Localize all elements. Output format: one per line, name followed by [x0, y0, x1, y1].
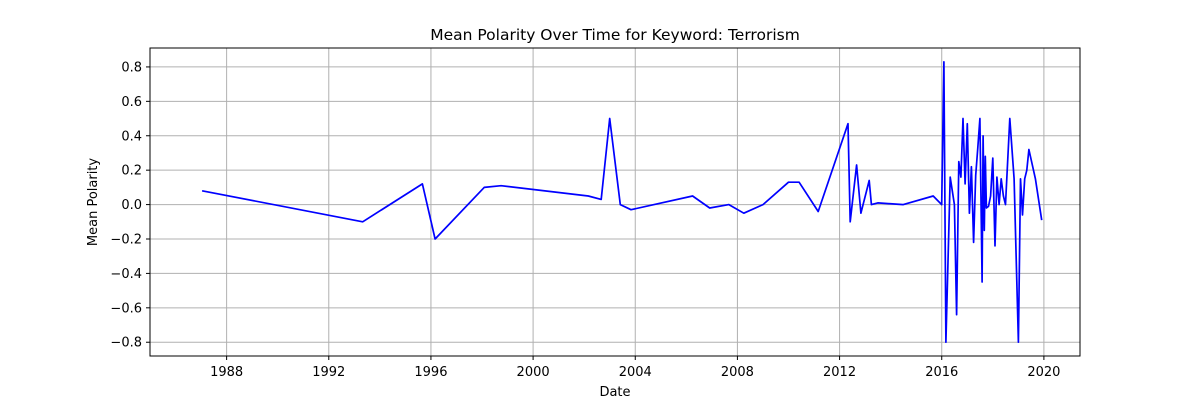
x-tick-label: 2008 — [721, 365, 754, 380]
y-tick-label: 0.4 — [121, 129, 142, 144]
chart-title: Mean Polarity Over Time for Keyword: Ter… — [430, 26, 800, 44]
y-tick-label: −0.2 — [110, 232, 142, 247]
x-tick-label: 1996 — [414, 365, 447, 380]
x-tick-label: 1992 — [312, 365, 345, 380]
x-tick-label: 2000 — [517, 365, 550, 380]
y-ticks: 0.8 0.6 0.4 0.2 0.0 −0.2 −0.4 −0.6 −0.8 — [110, 60, 150, 351]
y-tick-label: −0.4 — [110, 267, 142, 282]
y-tick-label: −0.6 — [110, 301, 142, 316]
series — [201, 60, 1043, 344]
x-tick-label: 2020 — [1027, 365, 1060, 380]
plot-frame — [149, 47, 1081, 357]
x-ticks: 1988 1992 1996 2000 2004 2008 2012 2016 2020 — [210, 356, 1060, 380]
x-tick-label: 2012 — [823, 365, 856, 380]
y-tick-label: 0.8 — [121, 60, 142, 75]
grid — [150, 48, 1080, 356]
x-tick-label: 1988 — [210, 365, 243, 380]
x-axis-label: Date — [599, 385, 630, 400]
y-tick-label: −0.8 — [110, 336, 142, 351]
x-tick-label: 2004 — [619, 365, 652, 380]
y-tick-label: 0.2 — [121, 164, 142, 179]
y-tick-label: 0.6 — [121, 95, 142, 110]
y-axis-label: Mean Polarity — [86, 158, 101, 247]
series-line — [201, 60, 1043, 344]
y-tick-label: 0.0 — [121, 198, 142, 213]
x-tick-label: 2016 — [925, 365, 958, 380]
